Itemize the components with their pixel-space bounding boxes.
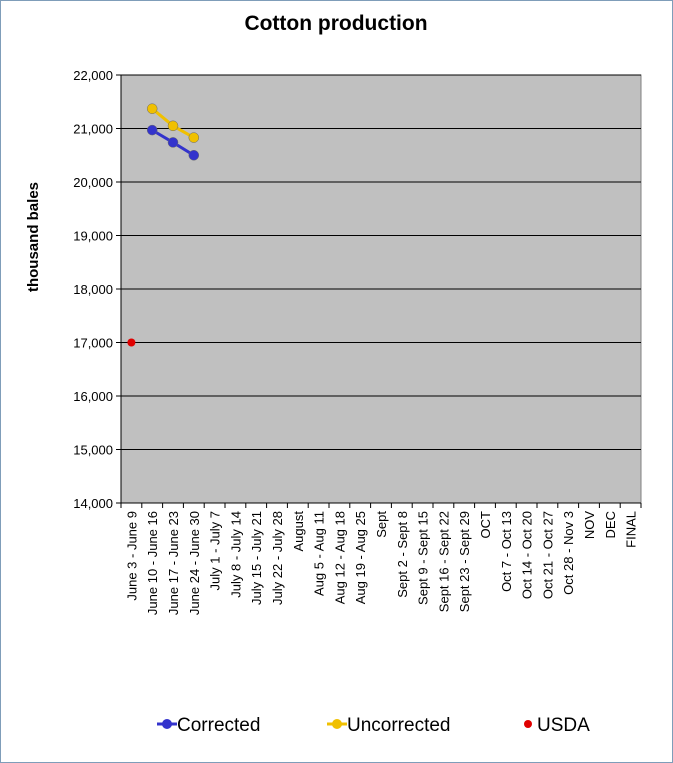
data-point bbox=[167, 137, 179, 148]
data-point bbox=[146, 103, 158, 114]
x-tick-label: Oct 28 - Nov 3 bbox=[561, 511, 576, 595]
legend-marker bbox=[332, 719, 342, 729]
x-tick-label: Sept 2 - Sept 8 bbox=[395, 511, 410, 598]
legend: Corrected Uncorrected USDA bbox=[157, 715, 590, 736]
legend-label: USDA bbox=[537, 715, 590, 736]
x-tick-label: Aug 19 - Aug 25 bbox=[353, 511, 368, 604]
x-tick-label: August bbox=[291, 511, 306, 552]
legend-label: Uncorrected bbox=[347, 715, 451, 736]
y-tick-labels: 14,000 15,000 16,000 17,000 18,000 19,000 20,0… bbox=[73, 68, 113, 511]
series bbox=[127, 103, 200, 347]
x-tick-label: Sept 9 - Sept 15 bbox=[416, 511, 431, 605]
y-tick-label: 18,000 bbox=[73, 282, 113, 297]
legend-label: Corrected bbox=[177, 715, 260, 736]
x-tick-label: Oct 14 - Oct 20 bbox=[520, 511, 535, 599]
x-tick-label: NOV bbox=[582, 511, 597, 540]
data-point bbox=[188, 132, 200, 143]
x-tick-labels: June 3 - June 9 June 10 - June 16 June 17 … bbox=[124, 511, 638, 615]
axes bbox=[116, 74, 642, 508]
x-tick-label: Aug 12 - Aug 18 bbox=[332, 511, 347, 604]
legend-marker bbox=[524, 720, 532, 728]
x-tick-label: FINAL bbox=[624, 511, 639, 548]
series-usda bbox=[127, 338, 136, 347]
series-corrected bbox=[146, 124, 200, 161]
x-tick-label: July 22 - July 28 bbox=[270, 511, 285, 605]
x-tick-label: Aug 5 - Aug 11 bbox=[312, 511, 327, 596]
gridlines bbox=[121, 74, 641, 450]
x-tick-label: Sept 23 - Sept 29 bbox=[457, 511, 472, 612]
x-tick-label: Oct 21 - Oct 27 bbox=[540, 511, 555, 599]
x-tick-label: June 17 - June 23 bbox=[166, 511, 181, 615]
y-tick-label: 16,000 bbox=[73, 389, 113, 404]
x-tick-label: Sept 16 - Sept 22 bbox=[436, 511, 451, 612]
y-tick-label: 15,000 bbox=[73, 443, 113, 458]
data-point bbox=[188, 150, 200, 161]
y-tick-label: 21,000 bbox=[73, 122, 113, 137]
chart-title: Cotton production bbox=[244, 12, 427, 35]
legend-marker bbox=[162, 719, 172, 729]
x-tick-label: July 1 - July 7 bbox=[208, 511, 223, 590]
x-tick-label: June 10 - June 16 bbox=[145, 511, 160, 615]
data-point bbox=[146, 124, 158, 136]
data-point bbox=[167, 120, 179, 132]
y-tick-label: 20,000 bbox=[73, 175, 113, 190]
series-uncorrected bbox=[146, 103, 200, 143]
y-tick-label: 17,000 bbox=[73, 336, 113, 351]
x-tick-label: July 8 - July 14 bbox=[228, 511, 243, 598]
x-tick-label: DEC bbox=[603, 511, 618, 538]
x-tick-label: OCT bbox=[478, 511, 493, 539]
y-tick-label: 19,000 bbox=[73, 229, 113, 244]
x-tick-label: July 15 - July 21 bbox=[249, 511, 264, 605]
x-tick-label: Oct 7 - Oct 13 bbox=[499, 511, 514, 592]
x-tick-label: June 3 - June 9 bbox=[124, 511, 139, 601]
data-point bbox=[127, 338, 136, 347]
y-axis-label: thousand bales bbox=[25, 182, 42, 292]
x-tick-label: Sept bbox=[374, 511, 389, 538]
y-tick-label: 14,000 bbox=[73, 496, 113, 511]
x-tick-label: June 24 - June 30 bbox=[187, 511, 202, 615]
y-tick-label: 22,000 bbox=[73, 68, 113, 83]
